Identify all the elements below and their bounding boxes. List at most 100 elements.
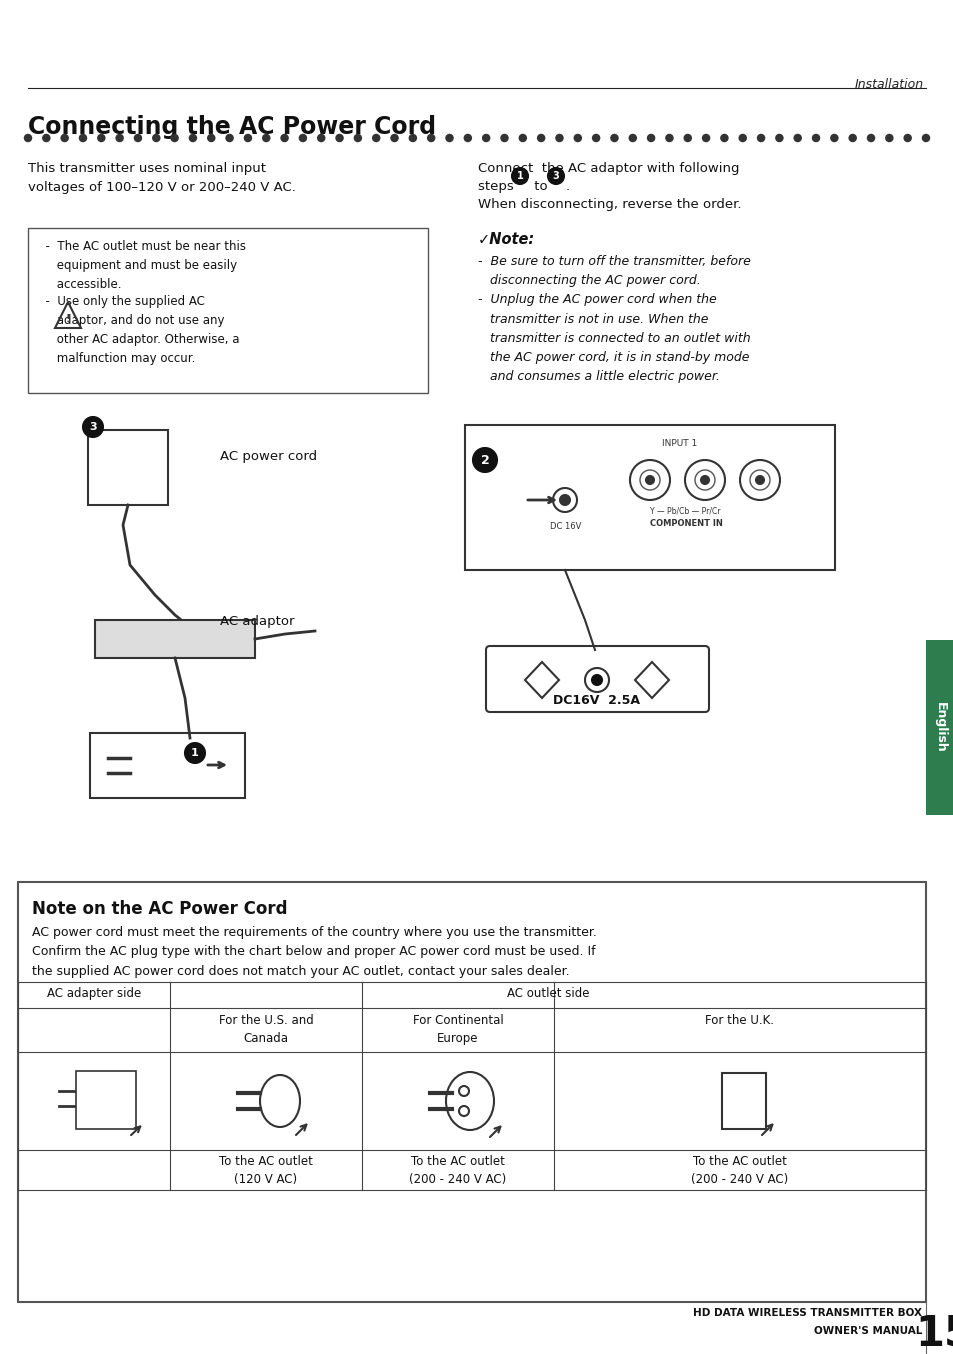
Text: -  The AC outlet must be near this
     equipment and must be easily
     access: - The AC outlet must be near this equipm… <box>38 240 246 291</box>
Text: 3: 3 <box>89 422 96 432</box>
Text: To the AC outlet
(120 V AC): To the AC outlet (120 V AC) <box>219 1155 313 1186</box>
Circle shape <box>317 135 324 141</box>
Text: AC power cord: AC power cord <box>220 450 316 463</box>
Circle shape <box>83 417 103 437</box>
Circle shape <box>373 135 379 141</box>
Bar <box>721 1072 765 1129</box>
Text: Note on the AC Power Cord: Note on the AC Power Cord <box>32 900 287 918</box>
Circle shape <box>190 135 196 141</box>
Circle shape <box>25 135 31 141</box>
Circle shape <box>547 168 563 184</box>
Circle shape <box>500 135 507 141</box>
Text: AC power cord must meet the requirements of the country where you use the transm: AC power cord must meet the requirements… <box>32 926 597 978</box>
Bar <box>95 620 254 658</box>
Text: To the AC outlet
(200 - 240 V AC): To the AC outlet (200 - 240 V AC) <box>691 1155 788 1186</box>
Bar <box>464 425 834 570</box>
Text: -  Use only the supplied AC
     adaptor, and do not use any
     other AC adapt: - Use only the supplied AC adaptor, and … <box>38 295 239 366</box>
Text: 1: 1 <box>191 747 198 758</box>
Text: DC16V  2.5A: DC16V 2.5A <box>553 695 639 707</box>
Circle shape <box>794 135 801 141</box>
Text: Connecting the AC Power Cord: Connecting the AC Power Cord <box>28 115 436 139</box>
Circle shape <box>684 460 724 500</box>
Circle shape <box>702 135 708 141</box>
Circle shape <box>61 135 68 141</box>
Circle shape <box>245 135 251 141</box>
Circle shape <box>584 668 608 692</box>
Circle shape <box>458 1106 469 1116</box>
Circle shape <box>553 487 577 512</box>
Circle shape <box>446 135 453 141</box>
Circle shape <box>695 470 714 490</box>
Circle shape <box>629 460 669 500</box>
Bar <box>76 1071 136 1129</box>
Circle shape <box>185 743 205 764</box>
Circle shape <box>559 496 569 505</box>
Circle shape <box>665 135 672 141</box>
Circle shape <box>152 135 159 141</box>
Bar <box>90 733 245 798</box>
Circle shape <box>611 135 617 141</box>
Text: -  Be sure to turn off the transmitter, before
   disconnecting the AC power cor: - Be sure to turn off the transmitter, b… <box>477 255 750 383</box>
Circle shape <box>428 135 434 141</box>
Text: English: English <box>933 701 945 753</box>
Circle shape <box>645 477 654 483</box>
Bar <box>28 227 428 393</box>
Text: !: ! <box>66 314 71 324</box>
Circle shape <box>592 676 601 685</box>
Circle shape <box>473 448 497 473</box>
Bar <box>88 431 168 505</box>
Text: DC 16V: DC 16V <box>550 523 580 531</box>
Circle shape <box>80 135 86 141</box>
Text: AC adapter side: AC adapter side <box>47 987 141 1001</box>
Text: INPUT 1: INPUT 1 <box>661 439 697 448</box>
Text: To the AC outlet
(200 - 240 V AC): To the AC outlet (200 - 240 V AC) <box>409 1155 506 1186</box>
Circle shape <box>336 135 342 141</box>
Text: .: . <box>565 180 570 194</box>
Circle shape <box>464 135 471 141</box>
Circle shape <box>116 135 123 141</box>
Text: For the U.K.: For the U.K. <box>705 1014 774 1026</box>
Circle shape <box>409 135 416 141</box>
Text: COMPONENT IN: COMPONENT IN <box>649 519 722 528</box>
Circle shape <box>391 135 397 141</box>
Text: steps: steps <box>477 180 517 194</box>
Circle shape <box>208 135 214 141</box>
FancyBboxPatch shape <box>485 646 708 712</box>
Text: AC outlet side: AC outlet side <box>506 987 589 1001</box>
Circle shape <box>172 135 177 141</box>
Circle shape <box>281 135 288 141</box>
Circle shape <box>574 135 580 141</box>
Circle shape <box>134 135 141 141</box>
Circle shape <box>639 470 659 490</box>
Text: This transmitter uses nominal input
voltages of 100–120 V or 200–240 V AC.: This transmitter uses nominal input volt… <box>28 162 295 195</box>
Circle shape <box>776 135 781 141</box>
Circle shape <box>749 470 769 490</box>
Circle shape <box>684 135 690 141</box>
Circle shape <box>519 135 525 141</box>
Circle shape <box>299 135 306 141</box>
Circle shape <box>98 135 105 141</box>
Circle shape <box>43 135 50 141</box>
Text: ✓Note:: ✓Note: <box>477 232 535 246</box>
Bar <box>925 640 953 815</box>
Text: 1: 1 <box>517 171 523 181</box>
Circle shape <box>922 135 928 141</box>
Text: to: to <box>530 180 551 194</box>
Circle shape <box>903 135 910 141</box>
Circle shape <box>593 135 598 141</box>
Circle shape <box>848 135 855 141</box>
Text: For Continental
Europe: For Continental Europe <box>413 1014 503 1045</box>
Text: For the U.S. and
Canada: For the U.S. and Canada <box>218 1014 313 1045</box>
Circle shape <box>740 460 780 500</box>
Circle shape <box>755 477 763 483</box>
Circle shape <box>629 135 636 141</box>
Text: Connect  the AC adaptor with following: Connect the AC adaptor with following <box>477 162 739 175</box>
Text: 15: 15 <box>914 1312 953 1354</box>
Circle shape <box>830 135 837 141</box>
Circle shape <box>355 135 360 141</box>
Circle shape <box>812 135 819 141</box>
Text: Installation: Installation <box>854 79 923 91</box>
Bar <box>18 881 925 1303</box>
Text: AC adaptor: AC adaptor <box>220 615 294 628</box>
Text: HD DATA WIRELESS TRANSMITTER BOX: HD DATA WIRELESS TRANSMITTER BOX <box>692 1308 921 1317</box>
